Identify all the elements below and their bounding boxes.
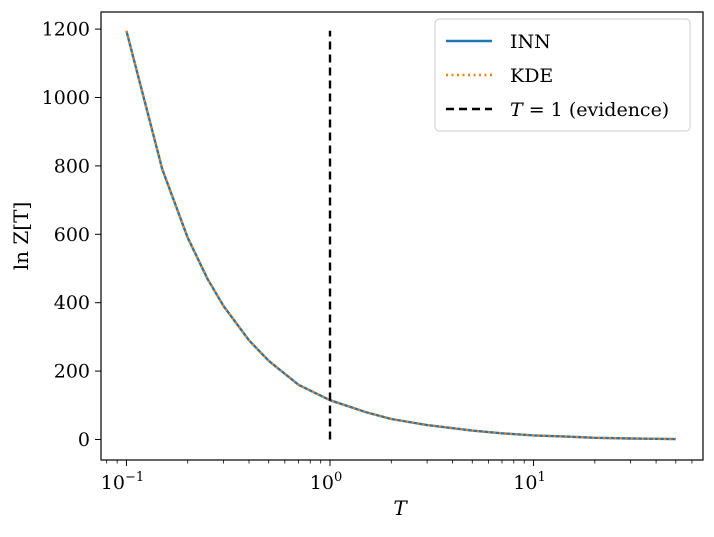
legend-box	[434, 18, 691, 132]
y-tick-label: 600	[54, 224, 90, 246]
y-tick-label: 800	[54, 155, 90, 177]
x-tick-label: 101	[513, 470, 545, 494]
y-axis-ticks: 0 200 400 600 800 1000 1200	[42, 19, 101, 451]
y-tick-label: 200	[54, 361, 90, 383]
legend-items: INN KDE T = 1 (evidence)	[446, 31, 669, 121]
x-axis-ticks: 10−1 100 101	[101, 460, 693, 494]
legend-label: T = 1 (evidence)	[510, 99, 669, 121]
legend: INN KDE T = 1 (evidence)	[434, 18, 691, 132]
legend-label: KDE	[510, 65, 553, 87]
y-axis-label: ln Z[T]	[9, 202, 33, 270]
plot-lines	[125, 30, 676, 441]
y-tick-label: 0	[78, 429, 90, 451]
x-tick-label: 10−1	[101, 470, 144, 494]
x-tick-label: 100	[310, 470, 342, 494]
y-tick-label: 1000	[42, 87, 90, 109]
series-line-0	[125, 30, 676, 441]
y-tick-label: 400	[54, 292, 90, 314]
y-tick-label: 1200	[42, 19, 90, 41]
x-axis-label: T	[393, 496, 408, 520]
legend-label: INN	[510, 31, 551, 53]
axes-frame	[100, 11, 704, 461]
